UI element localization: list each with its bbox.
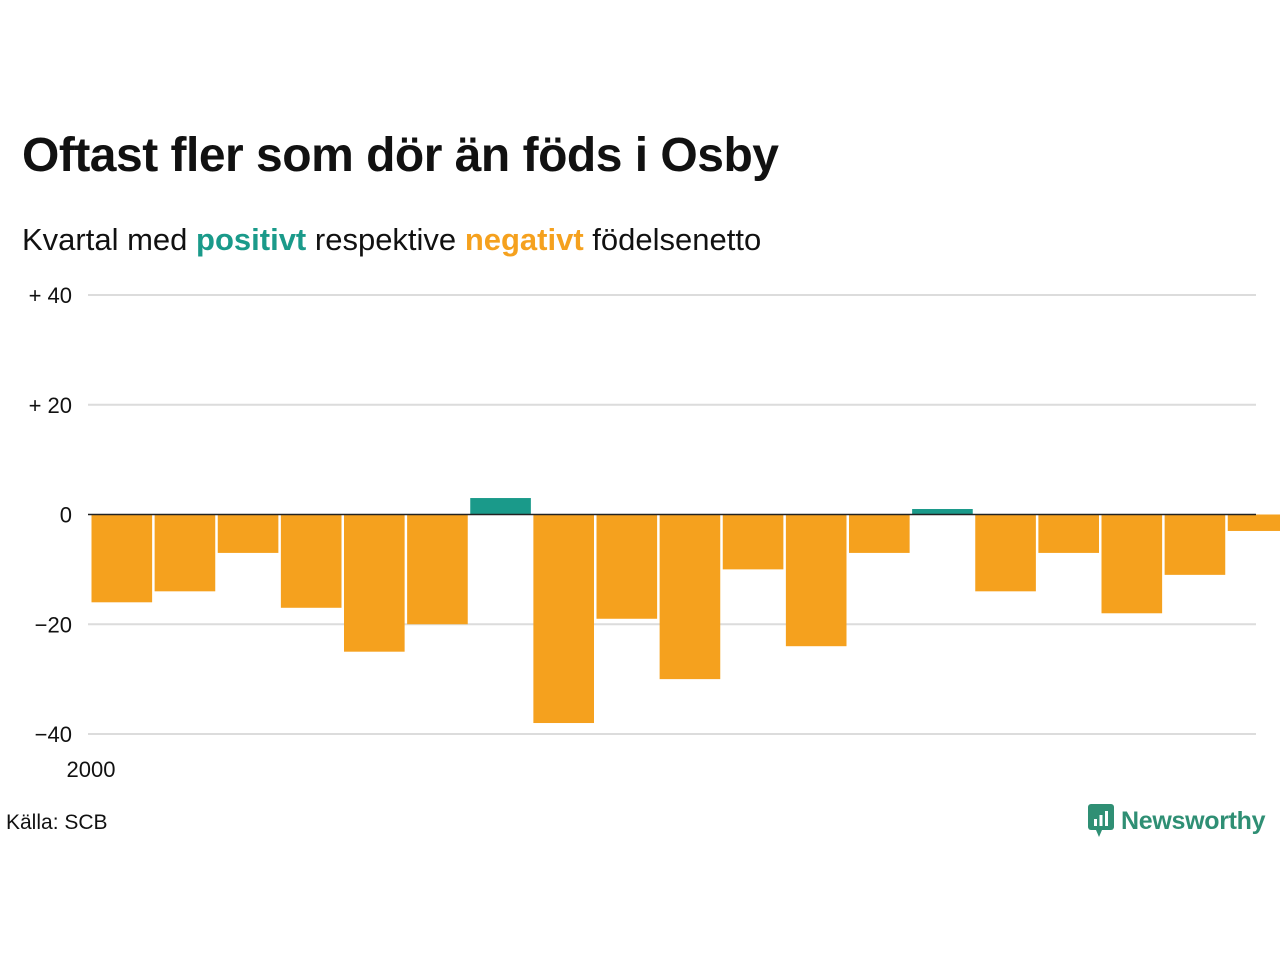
chart-subtitle: Kvartal med positivt respektive negativt… xyxy=(22,222,761,258)
bar xyxy=(596,514,658,619)
subtitle-prefix: Kvartal med xyxy=(22,222,188,257)
source-note: Källa: SCB xyxy=(6,811,108,834)
bar xyxy=(1164,514,1226,575)
bar xyxy=(533,514,594,724)
newsworthy-logo-icon xyxy=(1088,804,1114,837)
chart-title: Oftast fler som dör än föds i Osby xyxy=(22,129,779,182)
brand-name: Newsworthy xyxy=(1121,806,1266,835)
y-tick-label: 0 xyxy=(60,503,72,528)
x-tick-label: 2000 xyxy=(67,757,116,782)
bar xyxy=(1101,514,1163,614)
y-tick-label: + 20 xyxy=(29,393,72,418)
bar xyxy=(1038,514,1099,553)
brand-logo: Newsworthy xyxy=(1087,803,1266,839)
bar xyxy=(659,514,721,680)
bar xyxy=(849,514,910,553)
bar xyxy=(407,514,468,625)
bar xyxy=(975,514,1036,592)
bar xyxy=(91,514,153,603)
subtitle-suffix: födelsenetto xyxy=(592,222,762,257)
bar xyxy=(217,514,279,553)
y-tick-label: + 40 xyxy=(29,283,72,308)
bar xyxy=(154,514,216,592)
bar xyxy=(722,514,784,570)
y-tick-label: −40 xyxy=(35,722,72,747)
y-tick-label: −20 xyxy=(35,612,72,637)
bar xyxy=(344,514,405,652)
subtitle-middle: respektive xyxy=(314,222,457,257)
bar xyxy=(1227,514,1280,531)
bar xyxy=(470,498,531,515)
bar xyxy=(912,509,973,515)
bar xyxy=(280,514,342,608)
bar-chart: −40−200+ 20+ 4020002005201020152020 xyxy=(29,283,1280,782)
subtitle-positive-word: positivt xyxy=(196,222,307,257)
subtitle-negative-word: negativt xyxy=(464,222,584,257)
bar xyxy=(785,514,847,647)
